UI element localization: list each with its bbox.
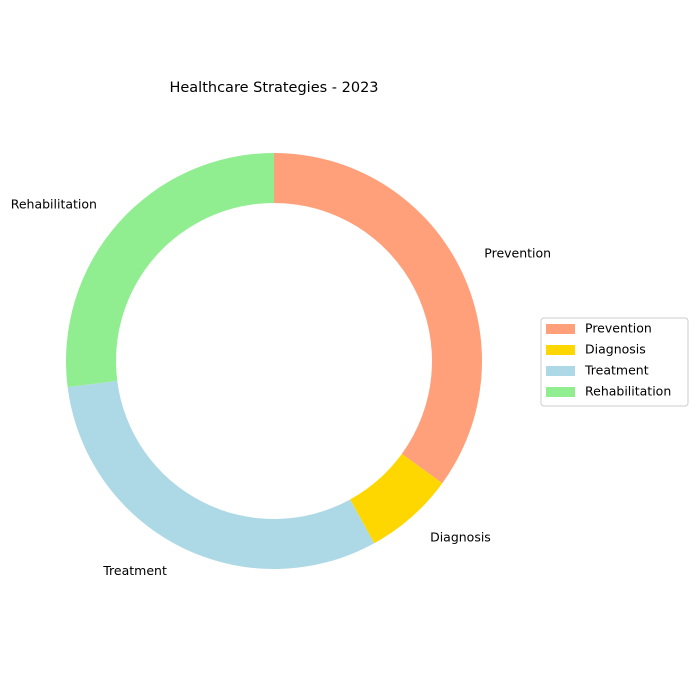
legend-swatch-prevention	[546, 324, 575, 334]
legend-frame	[540, 317, 689, 407]
legend-label-treatment: Treatment	[584, 363, 649, 378]
slice-prevention	[274, 153, 483, 484]
slice-label-diagnosis: Diagnosis	[430, 530, 491, 545]
chart-title: Healthcare Strategies - 2023	[169, 80, 378, 96]
slice-labels: Prevention Diagnosis Treatment Rehabilitati…	[11, 196, 551, 577]
legend-label-rehabilitation: Rehabilitation	[585, 384, 671, 399]
legend-label-diagnosis: Diagnosis	[585, 342, 646, 357]
slice-label-treatment: Treatment	[102, 563, 167, 578]
slice-treatment	[67, 380, 375, 569]
legend-label-prevention: Prevention	[585, 321, 652, 336]
slice-label-rehabilitation: Rehabilitation	[11, 196, 97, 211]
legend-swatch-diagnosis	[546, 345, 575, 355]
slice-label-prevention: Prevention	[484, 245, 551, 260]
donut-slices	[65, 153, 483, 569]
slice-rehabilitation	[65, 153, 274, 388]
slice-diagnosis	[350, 453, 443, 544]
legend-swatch-treatment	[546, 366, 575, 376]
legend-swatch-rehabilitation	[546, 387, 575, 397]
chart-legend: Prevention Diagnosis Treatment Rehabilitati…	[540, 317, 689, 407]
